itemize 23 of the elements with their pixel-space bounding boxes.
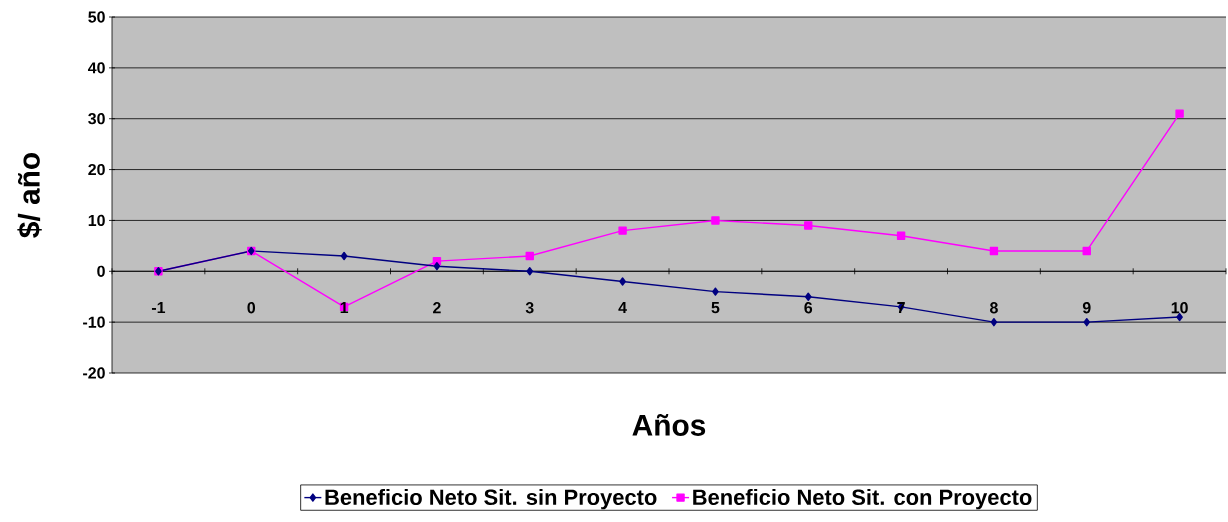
x-tick-label: 2 [433,302,441,314]
y-tick-label: 20 [88,163,105,176]
x-tick-label: 1 [340,302,349,314]
y-tick-label: -10 [83,316,105,328]
y-tick-label: 0 [97,265,105,277]
x-tick-label: 8 [989,302,998,314]
y-axis-title: $/ año [17,153,42,238]
x-tick-label: 9 [1082,302,1091,314]
y-tick-label: 10 [88,214,105,227]
x-tick-label: 4 [618,302,627,314]
y-tick-label: -20 [83,367,105,379]
x-tick-label: 5 [711,302,720,314]
y-tick-label: 30 [88,113,105,125]
legend-label: Beneficio Neto Sit. con Proyecto [693,488,1032,510]
x-tick-label: 3 [525,302,534,314]
y-tick-label: 40 [87,62,105,74]
x-tick-label: 0 [247,302,256,314]
x-tick-label: -1 [151,302,166,314]
legend-label: Beneficio Neto Sit. sin Proyecto [325,488,657,510]
x-axis-title: Años [632,414,706,436]
x-tick-label: 6 [804,302,813,314]
y-tick-label: 50 [88,11,105,23]
x-tick-label: 10 [1171,302,1188,314]
